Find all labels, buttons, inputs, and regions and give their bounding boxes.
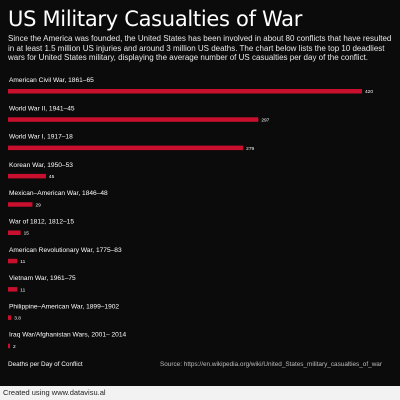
category-label: American Revolutionary War, 1775–83 [9, 247, 122, 254]
bar [8, 287, 18, 292]
bar [8, 173, 46, 179]
value-label: 3.8 [14, 316, 21, 322]
chart-title: US Military Casualties of War [8, 7, 303, 31]
bar [8, 89, 362, 94]
category-label: Korean War, 1950–53 [9, 162, 73, 169]
category-label: Iraq War/Afghanistan Wars, 2001– 2014 [9, 332, 126, 339]
value-label: 279 [246, 146, 254, 152]
value-label: 420 [365, 89, 373, 95]
value-label: 2 [13, 344, 16, 350]
category-label: Mexican–American War, 1846–48 [9, 190, 108, 197]
category-label: American Civil War, 1861–65 [9, 77, 94, 84]
value-label: 15 [24, 231, 30, 237]
category-label: World War II, 1941–45 [9, 105, 75, 112]
value-label: 11 [20, 259, 25, 265]
value-label: 45 [49, 174, 55, 180]
chart-subtitle: Since the America was founded, the Unite… [8, 34, 392, 62]
x-axis-label: Deaths per Day of Conflict [8, 361, 83, 368]
bar [8, 343, 10, 349]
bar [8, 117, 259, 122]
bar [8, 315, 12, 320]
value-label: 29 [35, 202, 41, 208]
value-label: 11 [20, 287, 25, 293]
value-label: 297 [261, 118, 269, 124]
category-label: Philippine–American War, 1899–1902 [9, 303, 119, 310]
bar [8, 258, 18, 264]
source-note: Source: https://en.wikipedia.org/wiki/Un… [159, 361, 382, 368]
category-label: War of 1812, 1812–15 [9, 219, 74, 226]
footer-credit: Created using www.datavisu.al [0, 386, 400, 400]
category-label: World War I, 1917–18 [9, 134, 73, 141]
category-label: Vietnam War, 1961–75 [9, 275, 76, 282]
bar [8, 230, 21, 235]
bar [8, 145, 244, 151]
bar [8, 202, 33, 207]
